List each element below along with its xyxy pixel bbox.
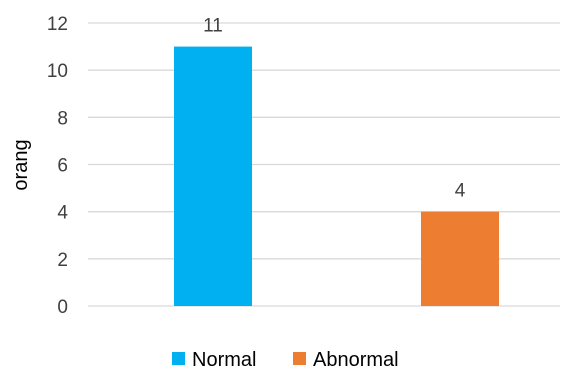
legend-swatch-normal	[172, 352, 185, 365]
y-tick-label: 8	[57, 108, 68, 129]
y-tick-label: 0	[57, 297, 68, 318]
gridlines	[88, 22, 560, 307]
bars	[174, 46, 499, 306]
legend: Normal Abnormal	[172, 349, 399, 371]
y-tick-label: 4	[57, 203, 68, 224]
y-tick-label: 10	[47, 61, 68, 82]
y-axis-ticks: 0 2 4 6 8 10 12	[47, 14, 69, 318]
data-label-normal: 11	[203, 16, 223, 37]
data-labels: 11 4	[203, 16, 466, 202]
legend-label-abnormal: Abnormal	[313, 349, 399, 371]
y-tick-label: 2	[57, 250, 68, 271]
y-tick-label: 12	[47, 14, 68, 35]
data-label-abnormal: 4	[455, 181, 466, 202]
y-axis-title: orang	[10, 139, 32, 190]
legend-swatch-abnormal	[293, 352, 306, 365]
bar-abnormal	[421, 211, 499, 306]
legend-label-normal: Normal	[192, 349, 256, 371]
bar-normal	[174, 46, 252, 306]
y-tick-label: 6	[57, 156, 68, 177]
